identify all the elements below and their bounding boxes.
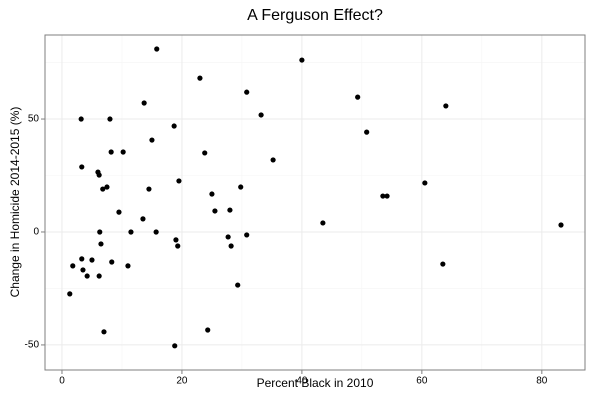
y-tick-label: 50	[28, 114, 40, 125]
point	[258, 112, 264, 118]
y-tick-label: -50	[25, 340, 40, 351]
point	[120, 149, 126, 155]
point	[146, 186, 152, 192]
point	[89, 257, 95, 263]
point	[96, 273, 102, 279]
point	[558, 222, 564, 228]
point	[79, 256, 85, 262]
point	[67, 291, 73, 297]
point	[355, 94, 361, 100]
point	[153, 229, 159, 235]
point	[104, 184, 110, 190]
point	[197, 75, 203, 81]
panel-border	[44, 34, 586, 371]
point	[270, 157, 276, 163]
point	[172, 343, 178, 349]
x-tick-label: 40	[296, 376, 308, 387]
x-axis-title: Percent Black in 2010	[257, 376, 374, 390]
point	[128, 229, 134, 235]
point	[440, 261, 446, 267]
point	[205, 327, 211, 333]
point	[235, 282, 241, 288]
point	[109, 259, 115, 265]
point	[173, 237, 179, 243]
point	[443, 103, 449, 109]
chart-title: A Ferguson Effect?	[247, 7, 383, 24]
point	[98, 241, 104, 247]
point	[108, 149, 114, 155]
point	[97, 229, 103, 235]
point	[141, 100, 147, 106]
point	[116, 209, 122, 215]
x-tick-label: 20	[176, 376, 188, 387]
point	[212, 208, 218, 214]
point	[227, 207, 233, 213]
point	[380, 193, 386, 199]
point	[79, 164, 85, 170]
point	[244, 89, 250, 95]
point	[299, 57, 305, 63]
grid	[45, 35, 585, 370]
point	[140, 216, 146, 222]
point	[176, 178, 182, 184]
point	[101, 329, 107, 335]
point	[107, 116, 113, 122]
point	[225, 234, 231, 240]
point	[84, 273, 90, 279]
y-tick-label: 0	[33, 227, 39, 238]
point	[154, 46, 160, 52]
point	[96, 172, 102, 178]
point	[422, 180, 428, 186]
x-tick-label: 80	[536, 376, 548, 387]
point	[175, 243, 181, 249]
point	[100, 186, 106, 192]
point	[244, 232, 250, 238]
point	[384, 193, 390, 199]
point	[171, 123, 177, 129]
point	[209, 191, 215, 197]
point	[228, 243, 234, 249]
y-axis-title: Change in Homicide 2014-2015 (%)	[8, 107, 22, 298]
point	[125, 263, 131, 269]
point	[238, 184, 244, 190]
point	[78, 116, 84, 122]
point	[320, 220, 326, 226]
point	[364, 129, 370, 135]
x-tick-label: 60	[416, 376, 428, 387]
point	[70, 263, 76, 269]
point	[80, 267, 86, 273]
point	[149, 137, 155, 143]
x-tick-label: 0	[59, 376, 65, 387]
point	[202, 150, 208, 156]
